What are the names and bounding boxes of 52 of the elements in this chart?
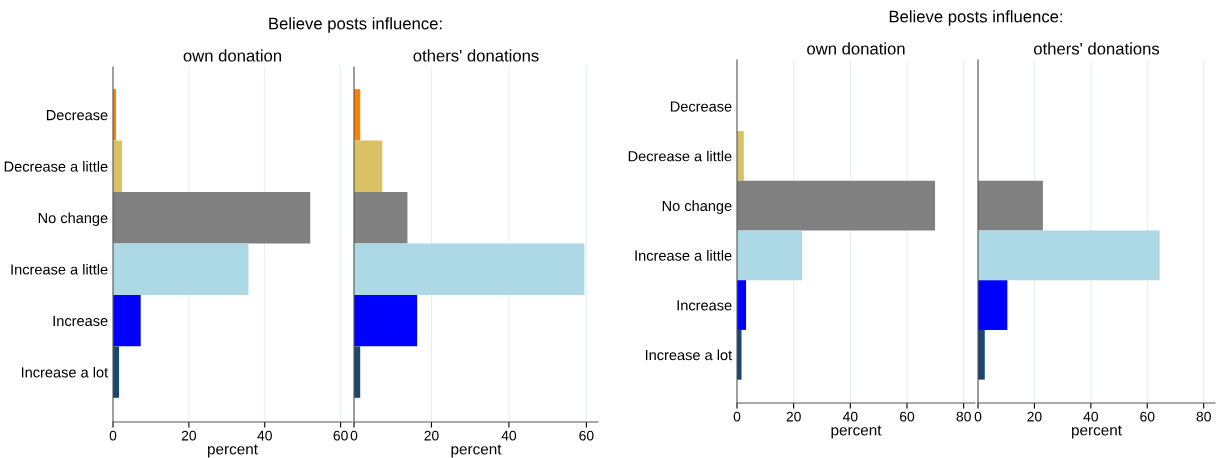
x-axis-title: percent <box>1072 425 1122 439</box>
x-tick-label: 0 <box>974 411 982 422</box>
x-tick-label: 20 <box>786 411 801 422</box>
y-tick-label: No change <box>662 200 732 214</box>
y-tick-label: Increase a lot <box>645 349 733 361</box>
x-axis-title: percent <box>831 425 882 439</box>
y-tick-label: Decrease <box>670 101 732 112</box>
chart-subtitle: others' donations <box>1034 42 1160 55</box>
y-tick-label: Increase a little <box>635 250 732 261</box>
x-tick-label: 20 <box>424 430 439 441</box>
bar <box>354 243 585 295</box>
y-tick-label: Decrease a little <box>628 150 732 162</box>
bar <box>354 294 418 347</box>
y-tick-label: Increase <box>53 315 108 327</box>
x-tick-label: 0 <box>350 430 358 441</box>
y-tick-label: Decrease a little <box>4 161 108 172</box>
x-tick-label: 40 <box>1083 411 1099 422</box>
chart-title: Believe posts influence: <box>889 10 1063 26</box>
x-tick-label: 80 <box>956 411 971 422</box>
bar <box>354 140 383 193</box>
chart-subtitle: own donation <box>807 42 905 55</box>
bar <box>978 180 1043 231</box>
x-tick-label: 20 <box>1027 411 1042 422</box>
bar <box>113 294 141 347</box>
bar <box>737 230 803 281</box>
x-tick-label: 40 <box>501 430 517 441</box>
chart-subtitle: others' donations <box>413 49 539 62</box>
y-tick-label: Increase a little <box>11 263 108 275</box>
x-axis-title: percent <box>208 444 258 458</box>
x-tick-label: 60 <box>333 430 348 441</box>
x-axis-title: percent <box>451 444 502 458</box>
chart-subtitle: own donation <box>183 49 281 62</box>
y-tick-label: Decrease <box>46 110 108 121</box>
x-tick-label: 40 <box>257 430 272 441</box>
chart-title: Believe posts influence: <box>269 17 442 33</box>
x-tick-label: 0 <box>733 411 741 422</box>
bar <box>113 192 311 244</box>
y-tick-label: No change <box>38 212 108 227</box>
x-tick-label: 0 <box>109 430 117 441</box>
y-tick-label: Increase <box>677 300 732 311</box>
x-tick-label: 60 <box>899 411 915 422</box>
bar <box>113 243 249 295</box>
y-tick-label: Increase a lot <box>21 366 109 378</box>
bar <box>737 180 936 231</box>
x-tick-label: 40 <box>842 411 858 422</box>
x-tick-label: 80 <box>1196 411 1211 422</box>
x-tick-label: 20 <box>181 430 197 441</box>
x-tick-label: 60 <box>1140 411 1155 422</box>
bar <box>354 192 408 244</box>
x-tick-label: 60 <box>579 430 594 441</box>
bar <box>978 280 1008 330</box>
bar <box>978 230 1160 281</box>
